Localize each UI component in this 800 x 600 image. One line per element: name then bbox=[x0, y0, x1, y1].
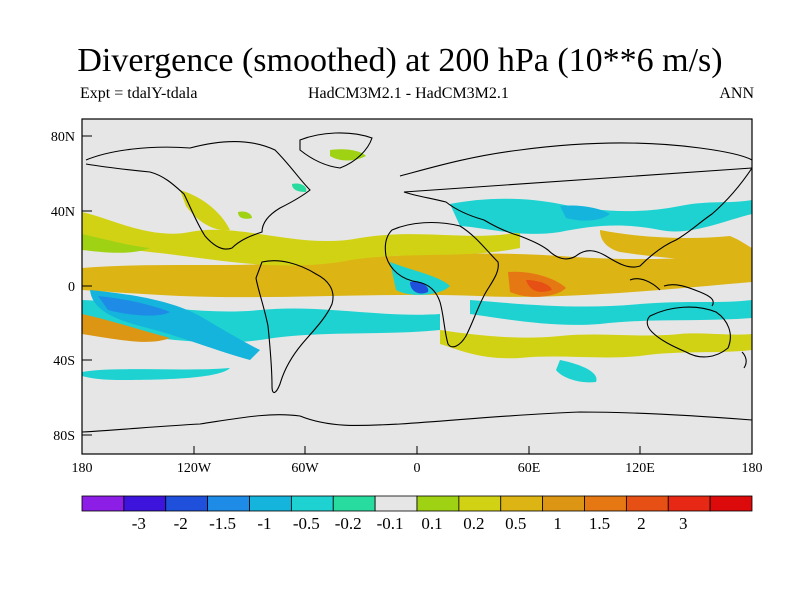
colorbar-label: 0.1 bbox=[421, 514, 442, 533]
divergence-field bbox=[82, 149, 752, 383]
coast-eurasia bbox=[399, 142, 752, 268]
coast-greenland bbox=[299, 132, 373, 169]
colorbar-swatch bbox=[542, 495, 585, 512]
colorbar-label: 3 bbox=[679, 514, 688, 533]
colorbar-swatch bbox=[584, 495, 627, 512]
colorbar-swatch bbox=[500, 495, 544, 512]
field-region bbox=[82, 234, 150, 253]
field-region bbox=[98, 296, 170, 316]
colorbar-label: -0.5 bbox=[293, 514, 320, 533]
lat-label: 80S bbox=[53, 429, 75, 444]
colorbar-swatch bbox=[625, 495, 669, 512]
lon-label: 120E bbox=[625, 461, 655, 476]
lon-label: 120W bbox=[177, 461, 212, 476]
colorbar-swatch bbox=[709, 495, 753, 512]
colorbar-label: 1 bbox=[553, 514, 562, 533]
field-region bbox=[292, 183, 307, 192]
lat-label: 80N bbox=[51, 130, 75, 145]
colorbar-label: -0.1 bbox=[377, 514, 404, 533]
field-region bbox=[238, 211, 252, 219]
colorbar-label: -1 bbox=[257, 514, 271, 533]
colorbar-label: 2 bbox=[637, 514, 646, 533]
field-region bbox=[560, 205, 610, 221]
colorbar-swatch bbox=[165, 495, 209, 512]
coast-maritime-continent bbox=[629, 278, 714, 307]
colorbar-label: -3 bbox=[132, 514, 146, 533]
field-region bbox=[82, 212, 520, 266]
field-region bbox=[180, 190, 230, 231]
field-region bbox=[470, 300, 752, 325]
field-region bbox=[82, 314, 170, 342]
field-region bbox=[526, 280, 552, 292]
lat-labels: 80N 40N 0 40S 80S bbox=[51, 130, 75, 444]
lat-axis bbox=[82, 135, 92, 436]
field-region bbox=[410, 281, 429, 294]
colorbar-swatch bbox=[207, 495, 250, 512]
colorbar-swatch bbox=[123, 495, 167, 512]
lat-label: 0 bbox=[68, 280, 75, 295]
model-label: HadCM3M2.1 - HadCM3M2.1 bbox=[308, 85, 509, 102]
colorbar-label: 1.5 bbox=[589, 514, 610, 533]
season-label: ANN bbox=[719, 85, 754, 102]
experiment-label: Expt = tdalY-tdala bbox=[80, 85, 198, 102]
coast-africa bbox=[384, 222, 499, 348]
plot-title: Divergence (smoothed) at 200 hPa (10**6 … bbox=[77, 42, 723, 79]
colorbar-swatch bbox=[458, 495, 502, 512]
lat-label: 40S bbox=[53, 354, 75, 369]
colorbar-label: -0.2 bbox=[335, 514, 362, 533]
coast-north-america bbox=[85, 140, 311, 250]
coast-new-zealand bbox=[741, 351, 747, 369]
colorbar-swatch bbox=[81, 495, 125, 512]
field-region bbox=[600, 230, 752, 262]
field-region bbox=[556, 360, 597, 383]
field-region bbox=[440, 330, 752, 359]
colorbar-labels: -3 -2 -1.5 -1 -0.5 -0.2 -0.1 0.1 0.2 0.5 1 1.5 2 3 bbox=[132, 514, 688, 533]
colorbar-swatch bbox=[374, 495, 418, 512]
lon-label: 60E bbox=[518, 461, 541, 476]
coast-australia bbox=[646, 306, 731, 358]
colorbar-swatch bbox=[249, 495, 292, 512]
field-region bbox=[82, 368, 230, 380]
lon-label: 180 bbox=[742, 461, 763, 476]
colorbar-swatch bbox=[416, 495, 460, 512]
lon-axis bbox=[193, 446, 641, 454]
colorbar-swatch bbox=[667, 495, 711, 512]
lat-label: 40N bbox=[51, 205, 75, 220]
colorbar bbox=[81, 495, 753, 512]
field-region bbox=[390, 262, 450, 295]
coastlines bbox=[82, 132, 752, 433]
coast-south-america bbox=[255, 260, 334, 394]
colorbar-label: -1.5 bbox=[209, 514, 236, 533]
colorbar-label: -2 bbox=[174, 514, 188, 533]
colorbar-label: 0.2 bbox=[463, 514, 484, 533]
colorbar-swatch bbox=[290, 495, 334, 512]
lon-label: 0 bbox=[414, 461, 421, 476]
lon-label: 180 bbox=[72, 461, 93, 476]
lon-label: 60W bbox=[291, 461, 319, 476]
colorbar-label: 0.5 bbox=[505, 514, 526, 533]
lon-labels: 180 120W 60W 0 60E 120E 180 bbox=[72, 461, 763, 476]
coast-antarctica bbox=[82, 411, 752, 433]
colorbar-swatch bbox=[332, 495, 376, 512]
